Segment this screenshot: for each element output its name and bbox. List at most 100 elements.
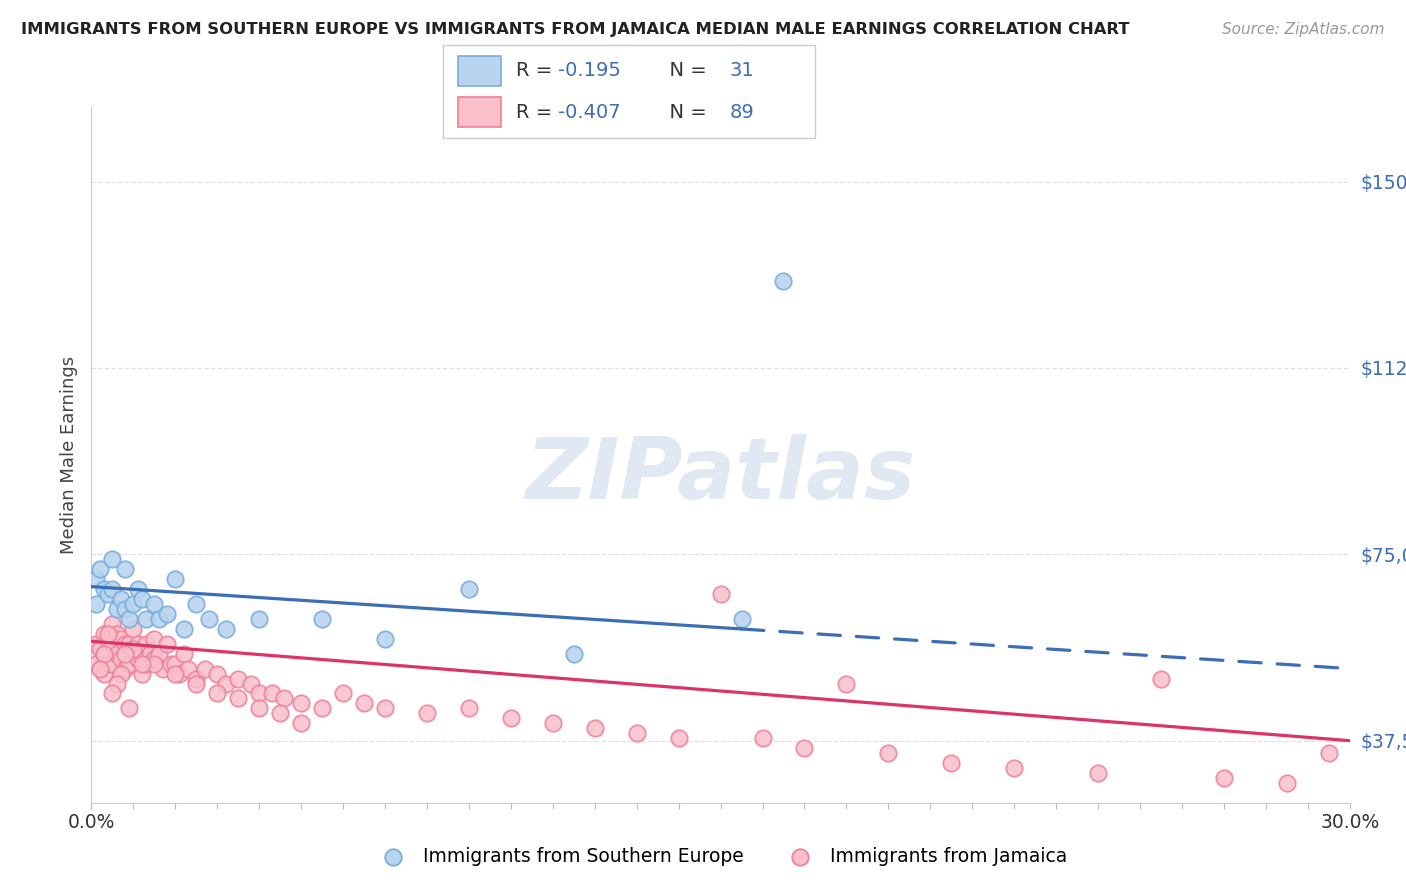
Point [143, 651, 166, 665]
Point [114, 662, 136, 676]
Point [772, 274, 794, 288]
Text: IMMIGRANTS FROM SOUTHERN EUROPE VS IMMIGRANTS FROM JAMAICA MEDIAN MALE EARNINGS : IMMIGRANTS FROM SOUTHERN EUROPE VS IMMIG… [21, 22, 1129, 37]
Point [165, 572, 187, 586]
Text: 31: 31 [730, 62, 755, 80]
Point [165, 666, 187, 681]
Point [89, 662, 111, 676]
Point [214, 676, 236, 690]
Text: N =: N = [657, 62, 713, 80]
Point [127, 582, 149, 596]
Point [499, 711, 522, 725]
Point [1275, 776, 1298, 790]
Point [101, 686, 124, 700]
Point [131, 657, 153, 671]
Point [311, 701, 333, 715]
Point [177, 662, 200, 676]
Point [247, 686, 270, 700]
Text: R =: R = [516, 62, 558, 80]
Point [457, 582, 479, 596]
Point [105, 676, 128, 690]
Point [114, 637, 136, 651]
Point [97, 587, 120, 601]
Point [93, 582, 115, 596]
Point [110, 666, 132, 681]
Point [941, 756, 963, 770]
Point [105, 627, 128, 641]
Text: -0.407: -0.407 [558, 103, 621, 121]
Point [101, 582, 124, 596]
Point [89, 662, 111, 676]
Point [668, 731, 690, 746]
Point [374, 701, 396, 715]
Point [143, 657, 166, 671]
FancyBboxPatch shape [458, 97, 501, 127]
Point [1213, 771, 1236, 785]
Text: R =: R = [516, 103, 558, 121]
Point [84, 657, 107, 671]
Point [374, 632, 396, 646]
Point [105, 647, 128, 661]
Point [118, 637, 141, 651]
Point [118, 657, 141, 671]
Point [122, 597, 145, 611]
Point [186, 672, 208, 686]
Point [122, 622, 145, 636]
Point [290, 697, 312, 711]
Point [135, 612, 157, 626]
Point [97, 627, 120, 641]
Point [131, 592, 153, 607]
Point [127, 651, 149, 665]
Point [835, 676, 858, 690]
Point [353, 697, 375, 711]
Point [148, 612, 170, 626]
Point [156, 637, 179, 651]
Point [457, 701, 479, 715]
Point [198, 612, 221, 626]
Point [84, 572, 107, 586]
Text: ZIPatlas: ZIPatlas [526, 434, 915, 517]
Point [1317, 746, 1340, 760]
Point [114, 647, 136, 661]
Point [626, 726, 648, 740]
Point [122, 641, 145, 656]
Point [165, 657, 187, 671]
Point [152, 662, 174, 676]
Point [239, 676, 262, 690]
Point [247, 701, 270, 715]
Point [226, 672, 249, 686]
Point [101, 552, 124, 566]
Point [541, 716, 564, 731]
Point [416, 706, 439, 721]
Point [93, 647, 115, 661]
Point [247, 612, 270, 626]
Point [105, 602, 128, 616]
Point [93, 627, 115, 641]
Point [84, 597, 107, 611]
Point [194, 662, 217, 676]
Point [118, 701, 141, 715]
Text: 89: 89 [730, 103, 755, 121]
Point [122, 641, 145, 656]
Point [709, 587, 731, 601]
Point [139, 647, 162, 661]
Point [173, 647, 195, 661]
Point [97, 657, 120, 671]
Point [205, 686, 228, 700]
Text: Source: ZipAtlas.com: Source: ZipAtlas.com [1222, 22, 1385, 37]
Point [110, 592, 132, 607]
FancyBboxPatch shape [443, 45, 815, 138]
Point [93, 666, 115, 681]
Point [110, 632, 132, 646]
Point [877, 746, 900, 760]
Point [89, 641, 111, 656]
Point [127, 637, 149, 651]
Point [1150, 672, 1173, 686]
Point [101, 637, 124, 651]
Point [110, 651, 132, 665]
Point [114, 602, 136, 616]
Point [273, 691, 295, 706]
Point [131, 647, 153, 661]
Point [101, 616, 124, 631]
Point [148, 647, 170, 661]
Point [186, 597, 208, 611]
